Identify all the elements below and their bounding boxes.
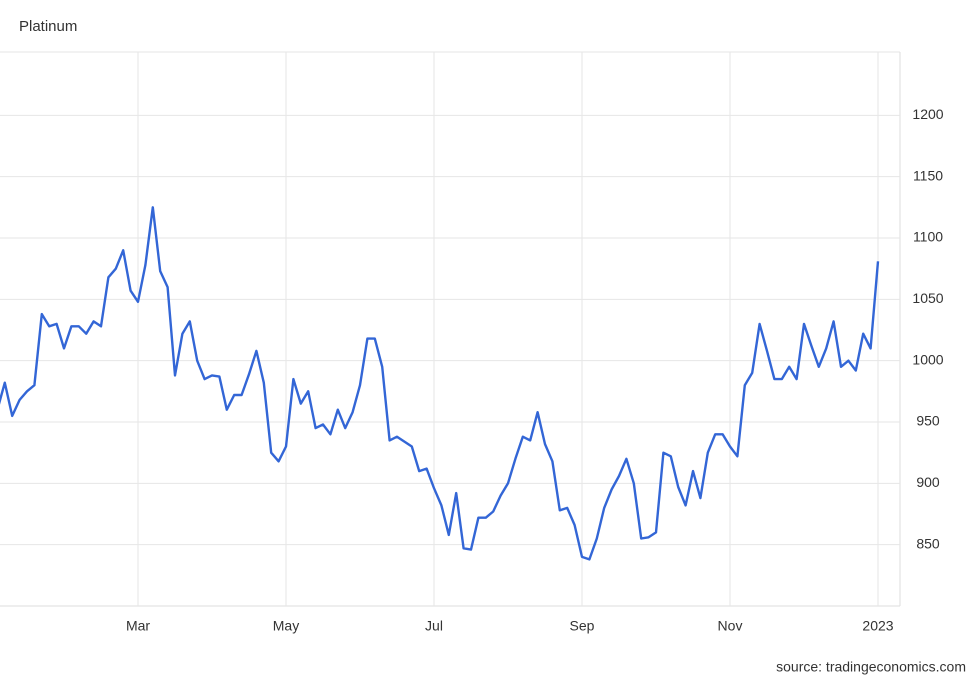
y-tick-label: 1000 xyxy=(912,351,943,367)
y-tick-label: 1050 xyxy=(912,290,943,306)
x-tick-label: Mar xyxy=(126,618,150,634)
y-tick-label: 1150 xyxy=(913,167,943,183)
price-line xyxy=(0,206,880,561)
source-note: source: tradingeconomics.com xyxy=(776,659,966,675)
chart-title: Platinum xyxy=(19,18,77,35)
y-tick-label: 900 xyxy=(916,474,940,490)
y-tick-label: 850 xyxy=(916,535,940,551)
x-tick-label: 2023 xyxy=(862,618,893,634)
y-tick-label: 1200 xyxy=(912,106,943,122)
x-tick-label: Nov xyxy=(718,618,743,634)
x-tick-label: May xyxy=(273,618,299,634)
y-tick-label: 950 xyxy=(916,413,940,429)
x-tick-label: Sep xyxy=(570,618,595,634)
y-tick-label: 1100 xyxy=(913,229,943,245)
x-tick-label: Jul xyxy=(425,618,443,634)
